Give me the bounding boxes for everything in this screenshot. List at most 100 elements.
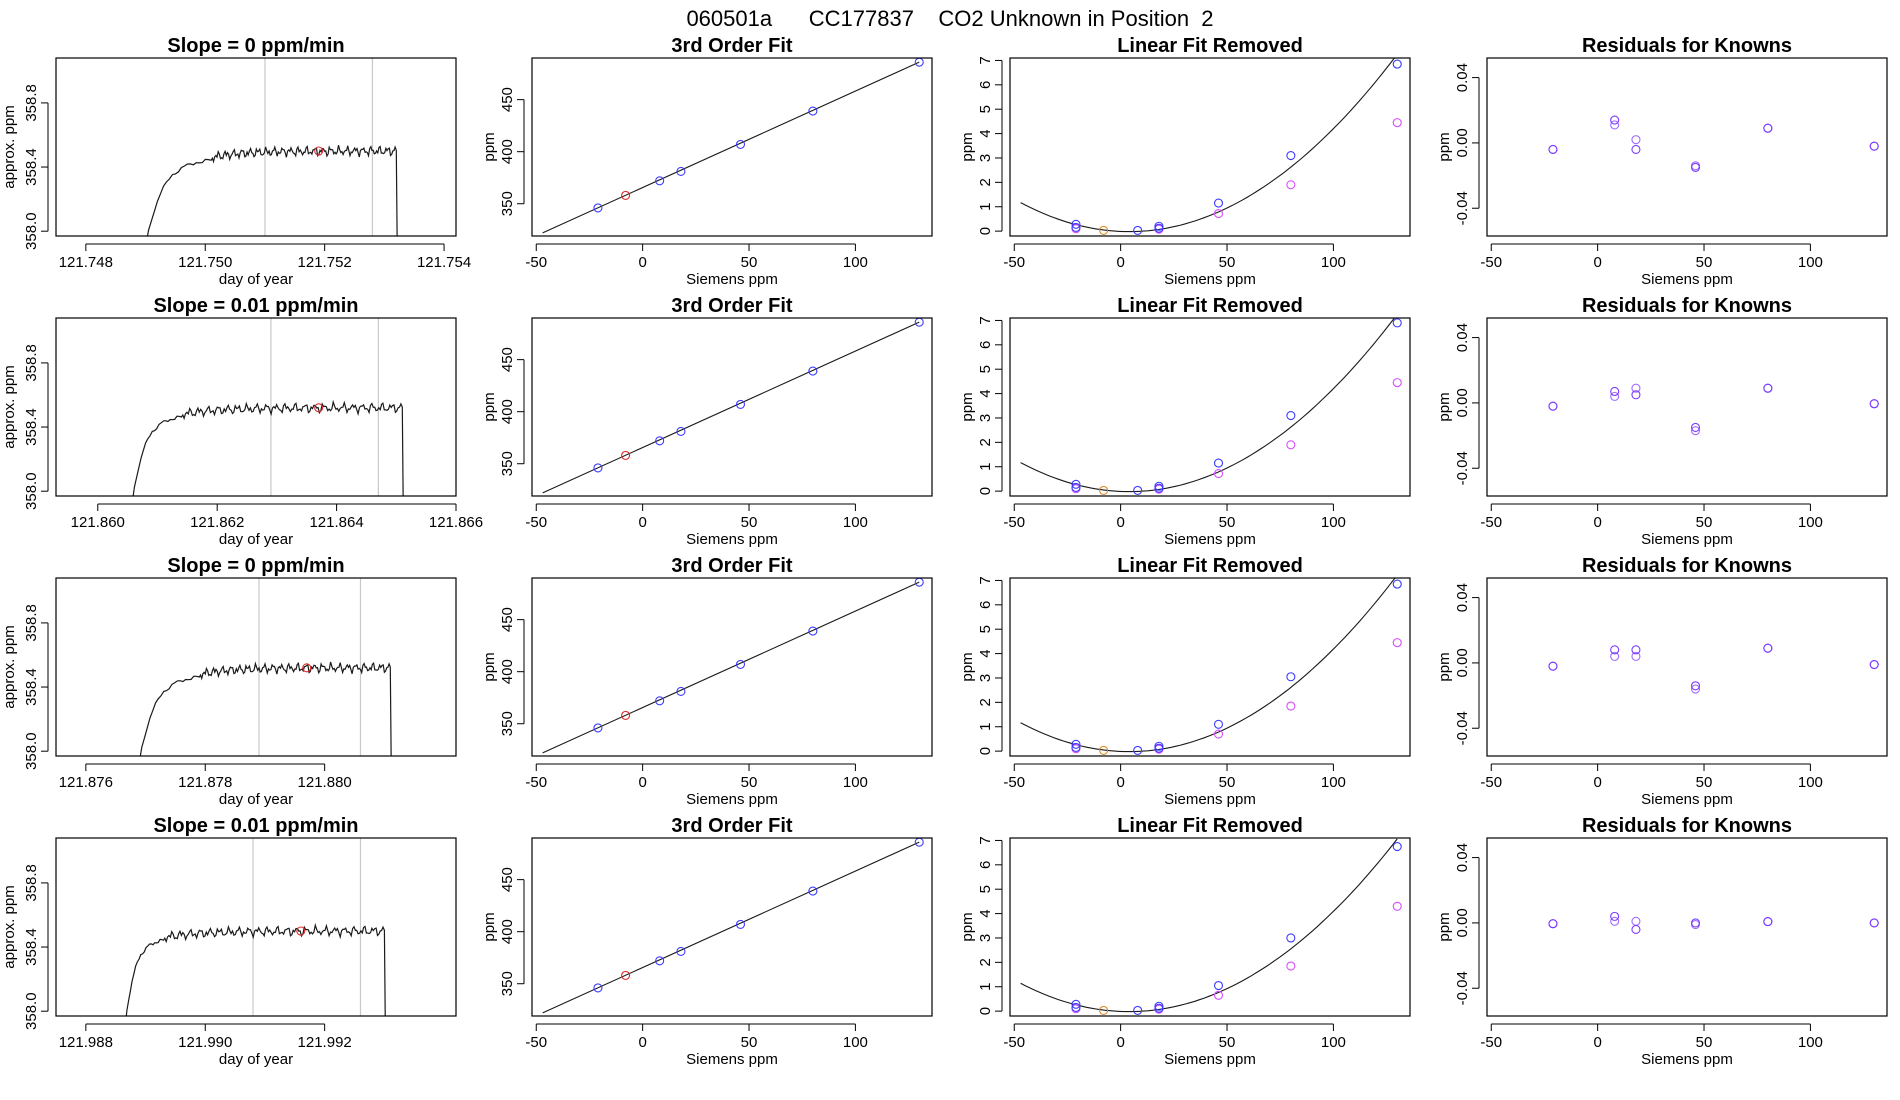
- y-tick-label: 358.0: [23, 472, 40, 510]
- panel-title: Linear Fit Removed: [1117, 35, 1303, 57]
- y-tick-label: 0.00: [1454, 908, 1471, 937]
- x-axis-label: Siemens ppm: [1641, 791, 1733, 808]
- x-tick-label: 121.866: [429, 514, 483, 531]
- y-axis-label: ppm: [1436, 912, 1453, 941]
- fit-line: [542, 581, 920, 754]
- x-tick-label: 0: [638, 774, 646, 791]
- known-point: [593, 983, 603, 993]
- chart-panel: Linear Fit Removed -50 0 50 100 Siemens ppm 0 1…: [959, 815, 1411, 1068]
- raw-point: [1286, 440, 1296, 450]
- x-axis-label: Siemens ppm: [686, 1051, 778, 1068]
- y-tick-label: 0.04: [1454, 583, 1471, 612]
- y-tick-label: 0.00: [1454, 388, 1471, 417]
- residual-point: [1610, 916, 1620, 926]
- known-point: [676, 686, 686, 697]
- x-axis-label: Siemens ppm: [1641, 531, 1733, 548]
- panel-frame: [1009, 837, 1411, 1017]
- y-axis-label: ppm: [481, 912, 498, 941]
- residual-point: [1763, 643, 1773, 653]
- y-tick-label: 358.8: [23, 864, 40, 902]
- known-point: [735, 659, 746, 669]
- panel-title: Slope = 0 ppm/min: [167, 555, 344, 577]
- plot-area: [146, 58, 398, 236]
- chart-panel: Residuals for Knowns -50 0 50 100 Siemens ppm…: [1436, 815, 1888, 1068]
- y-tick-label: 5: [977, 105, 994, 113]
- residual-point: [1548, 144, 1558, 154]
- x-tick-label: -50: [1480, 1034, 1502, 1051]
- x-tick-label: 100: [1798, 1034, 1823, 1051]
- panel-title: Residuals for Knowns: [1582, 295, 1792, 317]
- y-tick-label: 3: [977, 414, 994, 422]
- y-tick-label: 450: [499, 347, 516, 372]
- y-tick-label: 4: [977, 649, 994, 657]
- y-tick-label: 4: [977, 909, 994, 917]
- panel-frame: [55, 837, 457, 1017]
- known-point: [1071, 222, 1081, 233]
- known-point: [1392, 579, 1402, 589]
- known-point: [1133, 485, 1143, 495]
- known-point: [1154, 743, 1164, 753]
- residual-point: [1690, 426, 1701, 436]
- residual-point: [1548, 401, 1558, 411]
- x-tick-label: 0: [1116, 1034, 1124, 1051]
- x-tick-label: 121.864: [309, 514, 363, 531]
- panel-frame: [1486, 57, 1888, 237]
- y-axis-label: ppm: [959, 392, 976, 421]
- x-tick-label: 121.860: [71, 514, 125, 531]
- plot-area: [1548, 643, 1879, 694]
- x-axis-label: Siemens ppm: [686, 791, 778, 808]
- y-axis-label: ppm: [481, 652, 498, 681]
- panel-title: Linear Fit Removed: [1117, 295, 1303, 317]
- residual-point: [1690, 684, 1701, 694]
- y-tick-label: 0: [977, 747, 994, 755]
- y-tick-label: 450: [499, 607, 516, 632]
- residual-point: [1548, 919, 1558, 929]
- panel-title: Residuals for Knowns: [1582, 35, 1792, 57]
- known-point: [735, 139, 746, 149]
- y-tick-label: 7: [977, 316, 994, 324]
- concentration-trace: [132, 399, 404, 496]
- raw-point: [1213, 990, 1224, 1000]
- residual-point: [1869, 141, 1879, 151]
- x-tick-label: 121.754: [417, 254, 471, 271]
- x-axis-label: Siemens ppm: [1164, 1051, 1256, 1068]
- raw-point: [1392, 378, 1402, 388]
- panel-title: Slope = 0.01 ppm/min: [153, 295, 358, 317]
- residual-point: [1690, 681, 1701, 691]
- residual-point: [1631, 916, 1641, 926]
- known-point: [1154, 483, 1164, 493]
- known-point: [1133, 225, 1143, 235]
- fit-curve: [1020, 838, 1398, 1013]
- panel-frame: [1009, 317, 1411, 497]
- raw-point: [1286, 701, 1296, 711]
- raw-point: [1213, 729, 1224, 739]
- y-tick-label: -0.04: [1454, 971, 1471, 1005]
- y-axis-label: ppm: [1436, 652, 1453, 681]
- y-tick-label: -0.04: [1454, 191, 1471, 225]
- plot-area: [542, 58, 924, 234]
- plot-area: [125, 838, 386, 1016]
- unknown-point: [621, 190, 631, 200]
- panel-title: Slope = 0.01 ppm/min: [153, 815, 358, 837]
- y-tick-label: 358.0: [23, 992, 40, 1030]
- x-tick-label: -50: [1480, 774, 1502, 791]
- x-tick-label: 50: [1219, 1034, 1236, 1051]
- unknown-point: [621, 710, 631, 720]
- known-point: [593, 723, 603, 733]
- chart-panel: Linear Fit Removed -50 0 50 100 Siemens ppm 0 1…: [959, 35, 1411, 288]
- y-tick-label: 350: [499, 191, 516, 216]
- plot-area: [1548, 383, 1879, 436]
- residual-point: [1610, 391, 1620, 401]
- x-tick-label: 100: [843, 254, 868, 271]
- residual-point: [1631, 135, 1641, 145]
- known-point: [1071, 219, 1081, 229]
- x-tick-label: 121.992: [298, 1034, 352, 1051]
- y-tick-label: 358.8: [23, 84, 40, 122]
- known-point: [655, 956, 665, 966]
- x-tick-label: 50: [741, 774, 758, 791]
- y-tick-label: 1: [977, 983, 994, 991]
- chart-panel: Slope = 0 ppm/min 121.876 121.878 121.880 da…: [1, 555, 457, 808]
- plot-area: [542, 318, 924, 494]
- raw-point: [1286, 961, 1296, 971]
- x-tick-label: 0: [1593, 1034, 1601, 1051]
